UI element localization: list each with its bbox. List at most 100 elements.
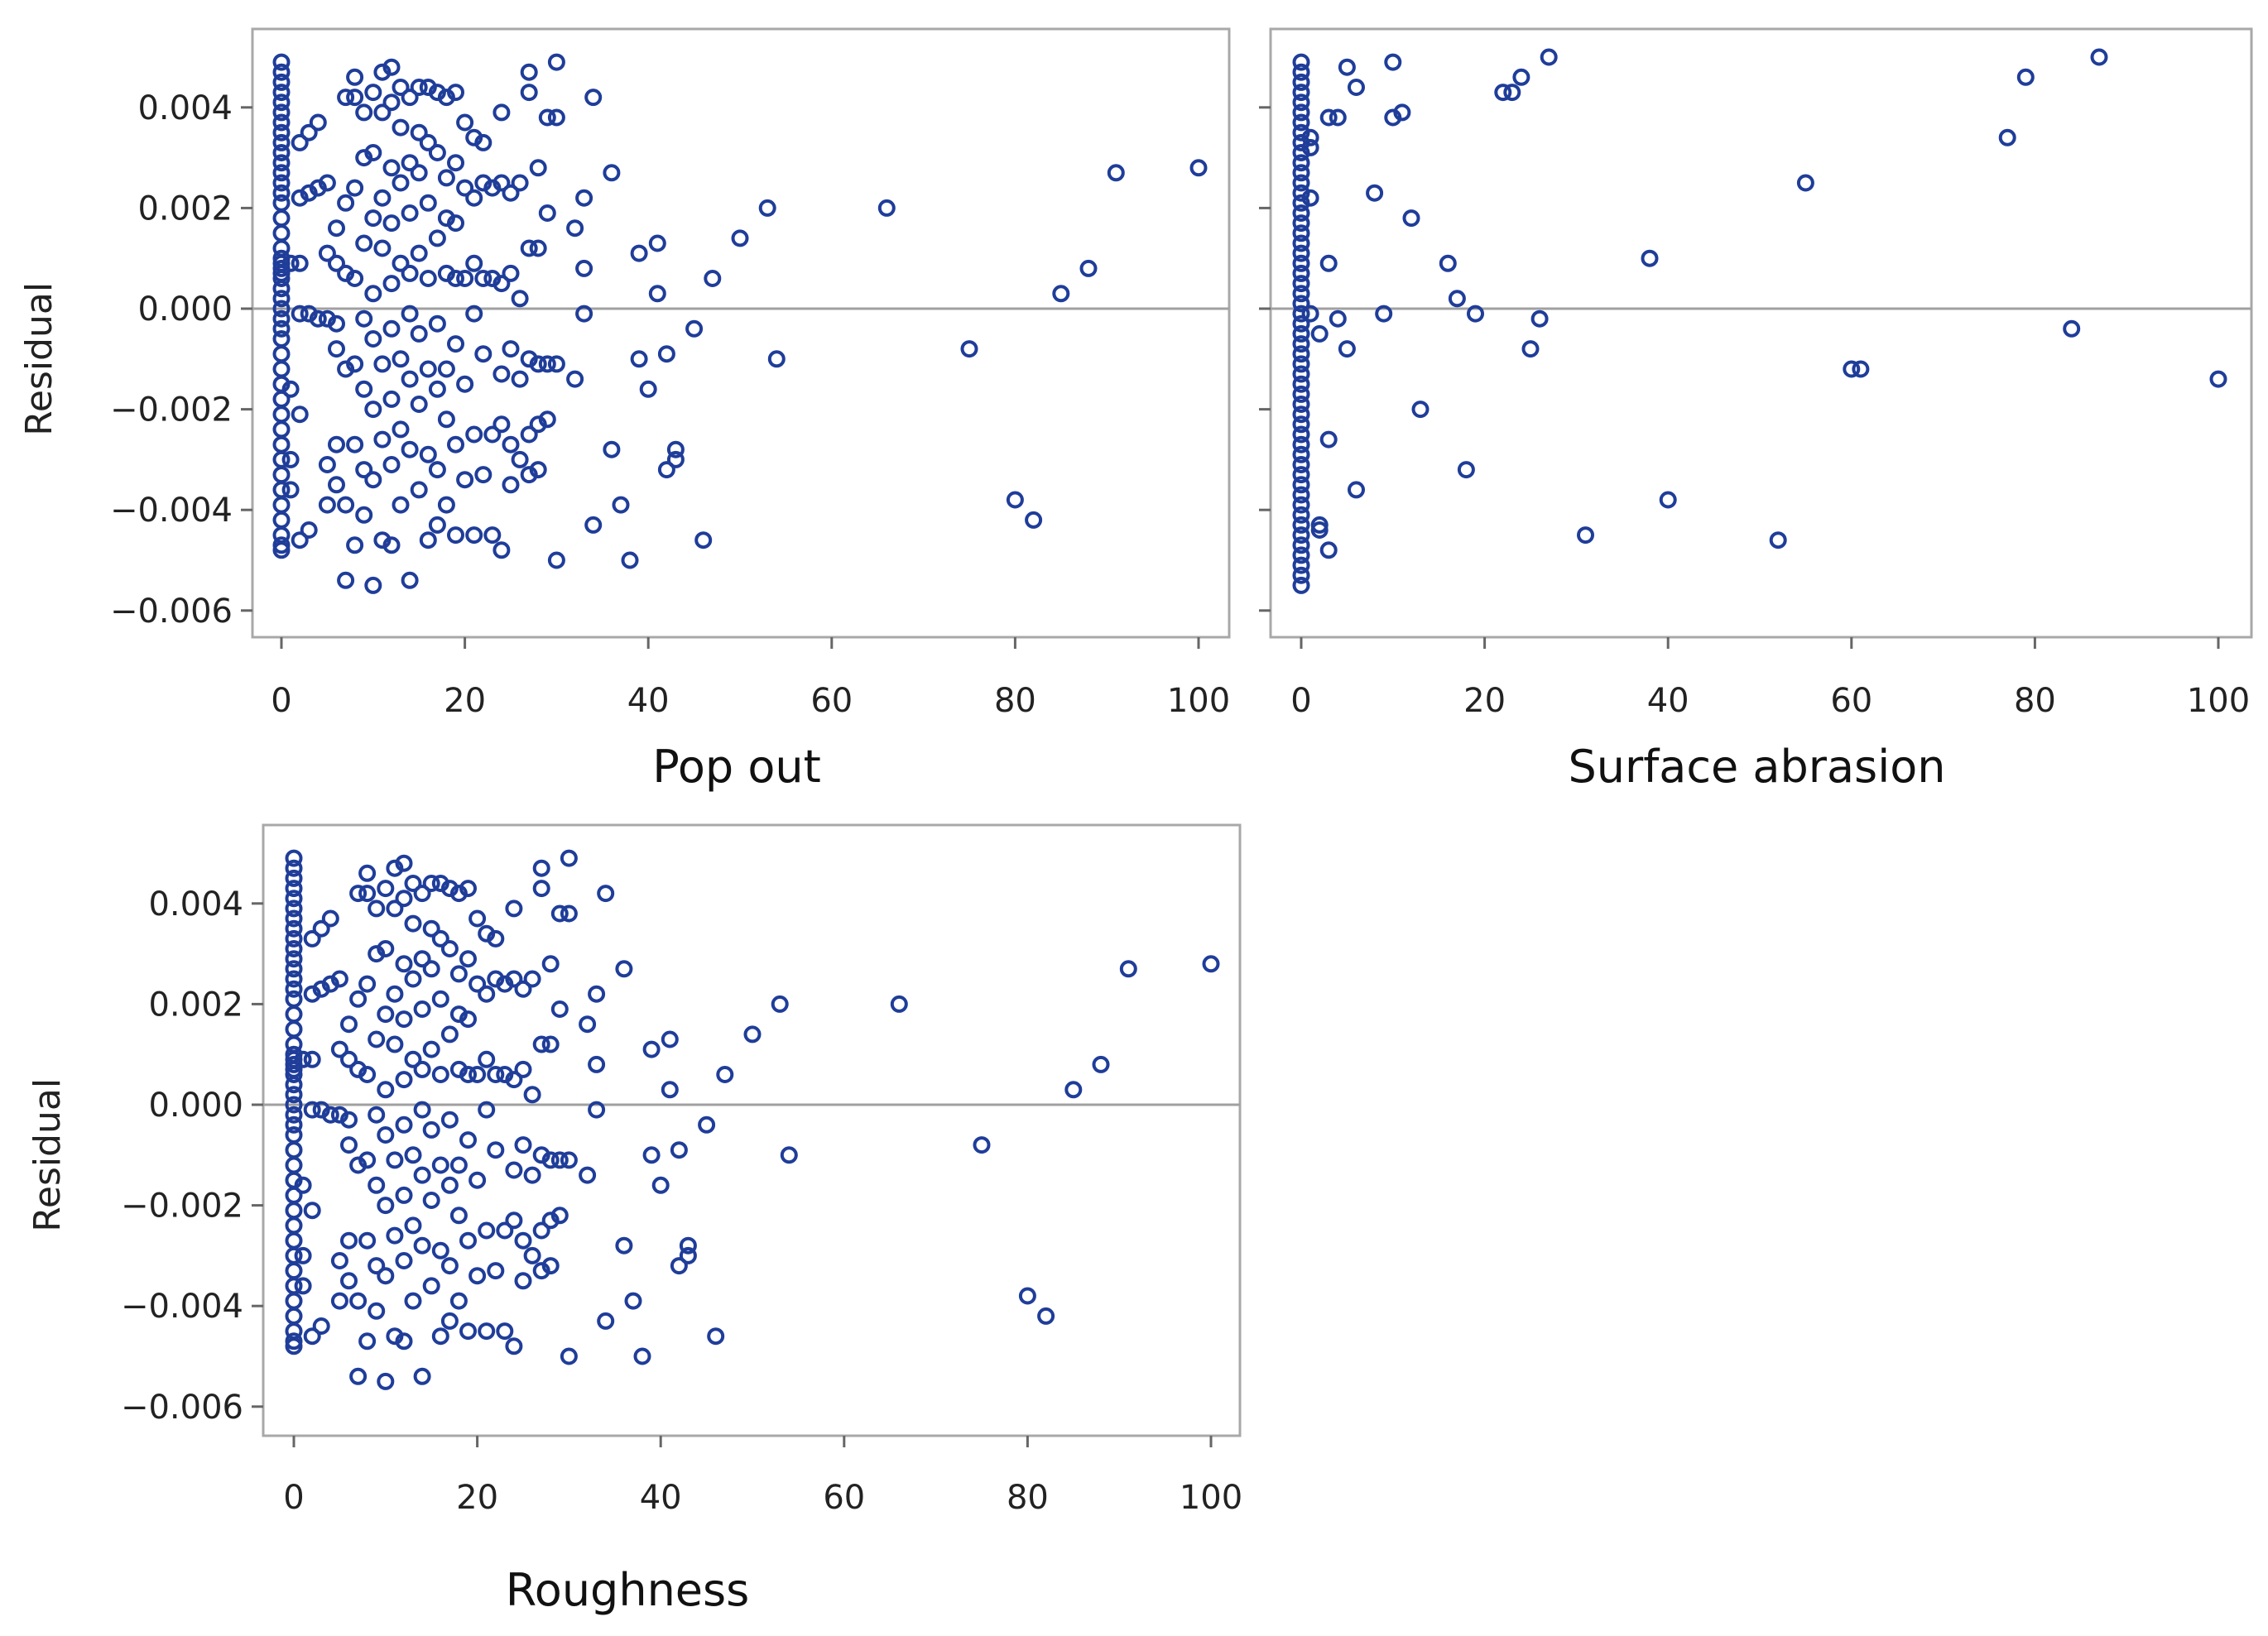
y-axis-label: Residual (18, 282, 60, 436)
y-tick-label: 0.002 (148, 986, 243, 1024)
data-point (1301, 138, 1319, 156)
data-point (318, 456, 336, 473)
data-point (300, 521, 318, 539)
data-point (1448, 290, 1466, 308)
data-point (630, 350, 648, 368)
data-point (404, 1216, 422, 1235)
data-point (890, 995, 908, 1013)
data-point (272, 270, 291, 287)
data-point (1292, 506, 1310, 524)
data-point (328, 314, 345, 333)
data-point (413, 1367, 431, 1385)
data-point (1319, 108, 1338, 127)
data-point (1292, 355, 1310, 373)
data-point (478, 1050, 496, 1068)
data-point (364, 471, 382, 489)
data-point (410, 396, 428, 413)
data-point (474, 133, 493, 151)
data-point (478, 985, 496, 1003)
data-point (449, 965, 468, 983)
data-point (285, 950, 303, 968)
data-point (428, 144, 446, 161)
data-point (603, 440, 621, 458)
data-point (520, 84, 538, 102)
data-point (368, 1302, 386, 1320)
data-point (547, 551, 565, 569)
data-point (1292, 275, 1310, 293)
data-point (419, 445, 437, 463)
data-point (392, 420, 410, 439)
data-point (447, 154, 464, 172)
data-point (1540, 48, 1558, 66)
data-point (1292, 254, 1310, 272)
data-point (272, 154, 291, 172)
data-point (419, 270, 437, 287)
data-point (642, 1040, 661, 1058)
data-point (560, 904, 578, 923)
data-point (1329, 108, 1347, 127)
data-point (1292, 174, 1310, 192)
data-point (285, 980, 303, 998)
data-point (413, 1101, 431, 1119)
data-point (346, 435, 364, 453)
data-point (767, 350, 786, 368)
data-point (285, 970, 303, 988)
data-point (514, 1136, 532, 1154)
x-tick-label: 80 (1007, 1479, 1049, 1517)
data-point (449, 1207, 468, 1225)
data-point (1292, 305, 1310, 323)
data-point (487, 929, 505, 948)
data-point (291, 305, 309, 323)
data-point (422, 875, 440, 892)
data-point (505, 970, 523, 988)
data-point (496, 1221, 514, 1240)
data-point (395, 955, 413, 973)
data-point (401, 440, 419, 458)
data-point (340, 1136, 358, 1154)
data-point (1852, 360, 1870, 378)
data-point (877, 199, 896, 217)
data-point (459, 1010, 477, 1029)
data-point (459, 1066, 477, 1083)
data-point (431, 990, 449, 1008)
data-point (377, 1372, 395, 1390)
y-tick-label: −0.004 (121, 1288, 243, 1326)
data-point (661, 1030, 679, 1048)
data-point (413, 885, 431, 903)
x-tick-label: 20 (1463, 682, 1506, 720)
x-tick-label: 60 (1830, 682, 1872, 720)
data-point (419, 360, 437, 378)
data-point (349, 1292, 368, 1310)
data-point (422, 1040, 440, 1058)
data-point (330, 970, 348, 988)
data-point (392, 496, 410, 514)
data-point (382, 390, 401, 408)
data-point (330, 1252, 348, 1269)
data-point (468, 909, 487, 928)
data-point (1292, 103, 1310, 122)
data-point (560, 849, 578, 867)
data-point (2016, 68, 2035, 86)
data-point (447, 270, 464, 287)
data-point (410, 244, 428, 262)
data-point (704, 270, 722, 287)
data-point (431, 1066, 449, 1083)
data-point (309, 113, 327, 132)
data-point (694, 531, 713, 549)
data-point (483, 526, 502, 545)
data-point (340, 1231, 358, 1250)
data-point (1796, 174, 1814, 192)
data-point (2090, 48, 2108, 66)
data-point (346, 536, 364, 554)
data-point (294, 1176, 312, 1194)
data-point (1292, 285, 1310, 303)
data-point (382, 536, 401, 554)
x-tick-label: 100 (2187, 682, 2250, 720)
data-point (1202, 955, 1220, 973)
data-point (318, 496, 336, 514)
data-point (550, 1151, 569, 1169)
data-point (328, 340, 345, 358)
data-point (2209, 370, 2227, 388)
data-points (272, 53, 1208, 594)
